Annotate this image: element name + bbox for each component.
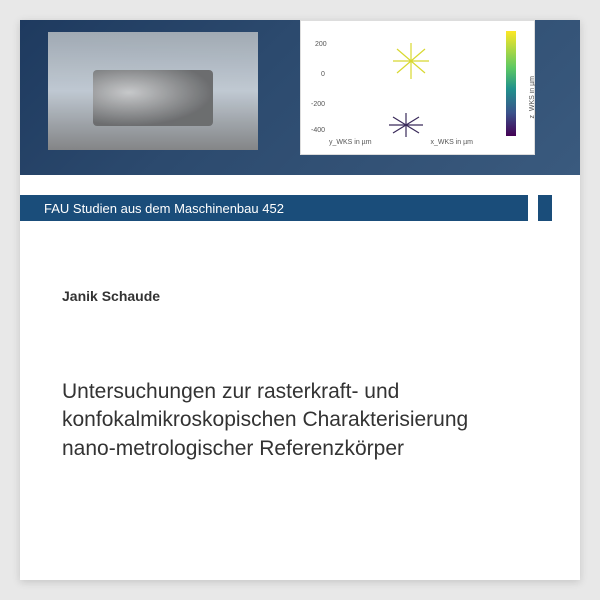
ytick-0: 200	[315, 41, 327, 48]
colorbar-label: z_WKS in µm	[529, 76, 536, 119]
star-glyph-bottom	[386, 110, 426, 140]
series-label: FAU Studien aus dem Maschinenbau 452	[44, 201, 284, 216]
series-bar: FAU Studien aus dem Maschinenbau 452	[20, 195, 528, 221]
ytick-2: -200	[311, 101, 325, 108]
ytick-1: 0	[321, 71, 325, 78]
equipment-detail	[93, 70, 213, 126]
axis-label-right: x_WKS in µm	[430, 139, 473, 146]
equipment-photograph	[48, 32, 258, 150]
axis-label-left: y_WKS in µm	[329, 139, 372, 146]
chart-plot-area: 200 0 -200 -400 y_WKS in µm x_WKS in µm	[319, 29, 479, 144]
book-cover: 200 0 -200 -400 y_WKS in µm x_WKS in µm …	[20, 20, 580, 580]
series-accent-block	[538, 195, 552, 221]
ytick-3: -400	[311, 127, 325, 134]
star-glyph-top	[391, 41, 431, 81]
embedded-chart: 200 0 -200 -400 y_WKS in µm x_WKS in µm …	[300, 20, 535, 155]
author-name: Janik Schaude	[62, 288, 160, 304]
series-band: FAU Studien aus dem Maschinenbau 452	[20, 195, 580, 221]
book-title: Untersuchungen zur rasterkraft- und konf…	[62, 378, 502, 463]
colorbar	[506, 31, 516, 136]
header-image-area: 200 0 -200 -400 y_WKS in µm x_WKS in µm …	[20, 20, 580, 175]
